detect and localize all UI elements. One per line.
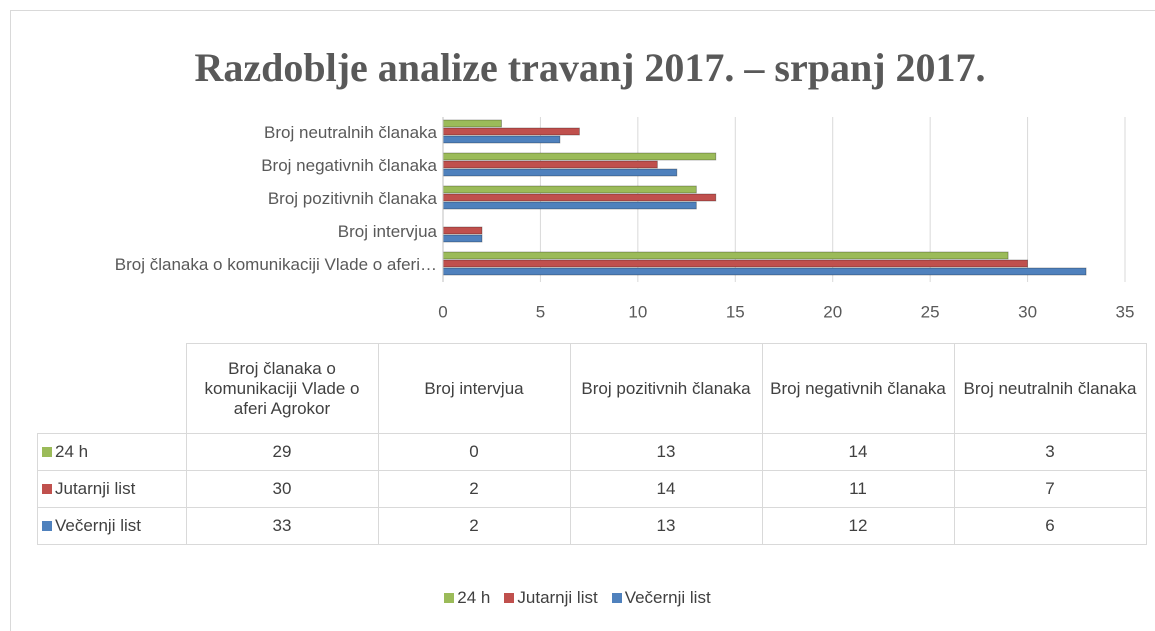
legend-key — [444, 593, 455, 603]
legend-item: Večernji list — [611, 588, 711, 608]
x-tick-label: 0 — [438, 302, 447, 321]
y-tick-label: Broj neutralnih članaka — [264, 123, 437, 142]
x-tick-label: 10 — [628, 302, 647, 321]
bar — [442, 234, 483, 243]
column-header: Broj pozitivnih članaka — [569, 343, 763, 434]
bar — [442, 127, 580, 136]
row-label: Jutarnji list — [55, 479, 136, 498]
table-cell: 30 — [185, 470, 379, 508]
legend-key — [611, 593, 622, 603]
legend-item: Jutarnji list — [504, 588, 598, 608]
x-tick-label: 15 — [726, 302, 745, 321]
legend-label: Večernji list — [624, 588, 711, 607]
bar — [442, 226, 483, 235]
table-cell: 12 — [761, 507, 955, 545]
x-tick-label: 25 — [921, 302, 940, 321]
table-cell: 13 — [569, 433, 763, 471]
legend-key — [504, 593, 515, 603]
table-cell: 2 — [377, 507, 571, 545]
bar — [442, 185, 697, 194]
row-label: Večernji list — [55, 516, 141, 535]
legend-key — [42, 521, 52, 531]
legend: 24 h Jutarnji list Večernji list — [0, 588, 1155, 608]
bar — [442, 135, 561, 144]
bar — [442, 259, 1028, 268]
bar — [442, 267, 1087, 276]
table-row: Jutarnji list 30 2 14 11 7 — [37, 470, 1147, 508]
bar — [442, 168, 678, 177]
y-tick-label: Broj intervjua — [338, 222, 438, 241]
table-corner — [37, 343, 187, 434]
column-header: Broj intervjua — [377, 343, 571, 434]
column-header: Broj članaka o komunikaciji Vlade o afer… — [185, 343, 379, 434]
bar — [442, 160, 658, 169]
table-cell: 3 — [953, 433, 1147, 471]
chart-title: Razdoblje analize travanj 2017. – srpanj… — [194, 45, 985, 90]
bar — [442, 119, 502, 128]
table-header-row: Broj članaka o komunikaciji Vlade o afer… — [37, 343, 1147, 434]
bar — [442, 152, 717, 161]
legend-item: 24 h — [444, 588, 490, 608]
table-cell: 29 — [185, 433, 379, 471]
x-tick-label: 35 — [1116, 302, 1135, 321]
bar — [442, 251, 1009, 260]
table-cell: 0 — [377, 433, 571, 471]
row-label: 24 h — [55, 442, 89, 461]
table-cell: 14 — [569, 470, 763, 508]
column-header: Broj negativnih članaka — [761, 343, 955, 434]
table-row: 24 h 29 0 13 14 3 — [37, 433, 1147, 471]
bar — [442, 193, 717, 202]
x-tick-label: 5 — [536, 302, 545, 321]
legend-key — [42, 447, 52, 457]
table-row: Večernji list 33 2 13 12 6 — [37, 507, 1147, 545]
chart-frame — [10, 10, 1155, 631]
row-header: Jutarnji list — [37, 470, 187, 508]
legend-label: 24 h — [457, 588, 491, 607]
y-tick-label: Broj članaka o komunikaciji Vlade o afer… — [115, 255, 437, 274]
table-cell: 33 — [185, 507, 379, 545]
x-tick-label: 30 — [1018, 302, 1037, 321]
row-header: Večernji list — [37, 507, 187, 545]
bar — [442, 201, 697, 210]
table-cell: 2 — [377, 470, 571, 508]
table-cell: 14 — [761, 433, 955, 471]
legend-key — [42, 484, 52, 494]
row-header: 24 h — [37, 433, 187, 471]
y-tick-label: Broj pozitivnih članaka — [268, 189, 438, 208]
data-table: Broj članaka o komunikaciji Vlade o afer… — [37, 343, 1147, 545]
table-cell: 13 — [569, 507, 763, 545]
table-cell: 6 — [953, 507, 1147, 545]
column-header: Broj neutralnih članaka — [953, 343, 1147, 434]
table-cell: 11 — [761, 470, 955, 508]
legend-label: Jutarnji list — [517, 588, 598, 607]
table-cell: 7 — [953, 470, 1147, 508]
y-tick-label: Broj negativnih članaka — [261, 156, 437, 175]
x-tick-label: 20 — [823, 302, 842, 321]
